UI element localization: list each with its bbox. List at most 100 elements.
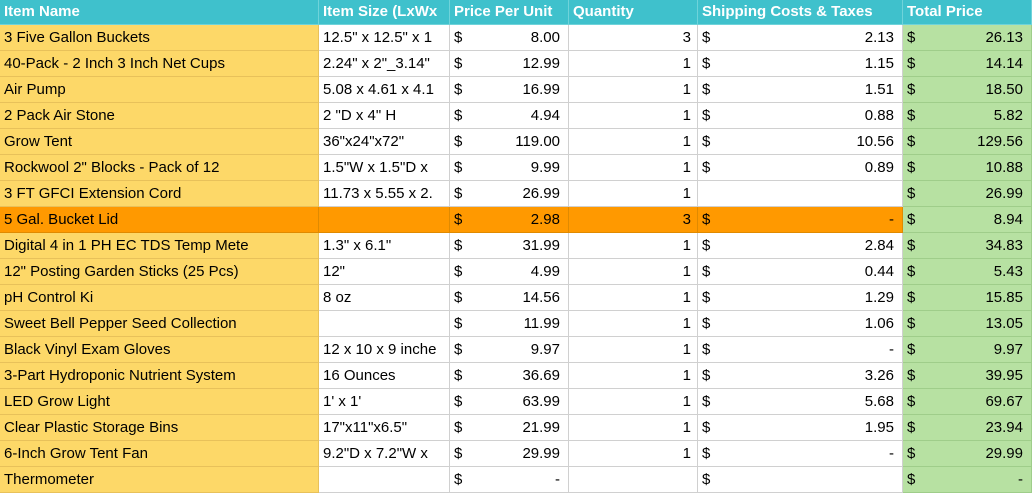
cell-shipping-taxes[interactable]: $1.29 (698, 285, 903, 311)
cell-shipping-taxes[interactable]: $5.68 (698, 389, 903, 415)
cell-shipping-taxes[interactable]: $0.44 (698, 259, 903, 285)
cell-total-price[interactable]: $34.83 (903, 233, 1032, 259)
cell-shipping-taxes[interactable]: $2.13 (698, 25, 903, 51)
cell-total-price[interactable]: $8.94 (903, 207, 1032, 233)
cell-total-price[interactable]: $26.13 (903, 25, 1032, 51)
cell-item-size[interactable] (319, 311, 450, 337)
cell-total-price[interactable]: $23.94 (903, 415, 1032, 441)
cell-price-per-unit[interactable]: $2.98 (450, 207, 569, 233)
cell-item-name[interactable]: Black Vinyl Exam Gloves (0, 337, 319, 363)
cell-shipping-taxes[interactable]: $0.89 (698, 155, 903, 181)
cell-price-per-unit[interactable]: $9.99 (450, 155, 569, 181)
cell-quantity[interactable] (569, 467, 698, 493)
cell-item-size[interactable]: 12 x 10 x 9 inche (319, 337, 450, 363)
cell-quantity[interactable]: 1 (569, 363, 698, 389)
cell-total-price[interactable]: $69.67 (903, 389, 1032, 415)
cell-quantity[interactable]: 1 (569, 415, 698, 441)
cell-item-size[interactable]: 8 oz (319, 285, 450, 311)
cell-shipping-taxes[interactable]: $ - (698, 441, 903, 467)
cell-shipping-taxes[interactable]: $0.88 (698, 103, 903, 129)
cell-item-size[interactable]: 12.5" x 12.5" x 1 (319, 25, 450, 51)
cell-shipping-taxes[interactable]: $ (698, 467, 903, 493)
cell-item-name[interactable]: 5 Gal. Bucket Lid (0, 207, 319, 233)
cell-quantity[interactable]: 1 (569, 77, 698, 103)
cell-shipping-taxes[interactable]: $3.26 (698, 363, 903, 389)
cell-item-name[interactable]: 2 Pack Air Stone (0, 103, 319, 129)
cell-shipping-taxes[interactable]: $ - (698, 337, 903, 363)
cell-total-price[interactable]: $14.14 (903, 51, 1032, 77)
cell-item-name[interactable]: Rockwool 2" Blocks - Pack of 12 (0, 155, 319, 181)
cell-total-price[interactable]: $5.43 (903, 259, 1032, 285)
cell-shipping-taxes[interactable]: $1.06 (698, 311, 903, 337)
cell-item-name[interactable]: 3 Five Gallon Buckets (0, 25, 319, 51)
cell-item-size[interactable]: 2.24" x 2"_3.14" (319, 51, 450, 77)
cell-item-name[interactable]: Sweet Bell Pepper Seed Collection (0, 311, 319, 337)
cell-item-name[interactable]: 6-Inch Grow Tent Fan (0, 441, 319, 467)
cell-item-name[interactable]: Thermometer (0, 467, 319, 493)
cell-quantity[interactable]: 1 (569, 155, 698, 181)
cell-item-size[interactable]: 36"x24"x72" (319, 129, 450, 155)
cell-item-size[interactable] (319, 207, 450, 233)
header-total-price[interactable]: Total Price (903, 0, 1032, 25)
cell-quantity[interactable]: 1 (569, 311, 698, 337)
cell-item-name[interactable]: 3 FT GFCI Extension Cord (0, 181, 319, 207)
cell-total-price[interactable]: $26.99 (903, 181, 1032, 207)
cell-shipping-taxes[interactable]: $1.95 (698, 415, 903, 441)
cell-total-price[interactable]: $13.05 (903, 311, 1032, 337)
cell-total-price[interactable]: $29.99 (903, 441, 1032, 467)
cell-quantity[interactable]: 1 (569, 259, 698, 285)
cell-item-size[interactable]: 11.73 x 5.55 x 2. (319, 181, 450, 207)
cell-quantity[interactable]: 1 (569, 337, 698, 363)
cell-total-price[interactable]: $9.97 (903, 337, 1032, 363)
cell-quantity[interactable]: 1 (569, 233, 698, 259)
cell-price-per-unit[interactable]: $8.00 (450, 25, 569, 51)
cell-price-per-unit[interactable]: $4.94 (450, 103, 569, 129)
cell-quantity[interactable]: 1 (569, 103, 698, 129)
cell-price-per-unit[interactable]: $31.99 (450, 233, 569, 259)
cell-shipping-taxes[interactable]: $10.56 (698, 129, 903, 155)
cell-item-name[interactable]: 3-Part Hydroponic Nutrient System (0, 363, 319, 389)
cell-price-per-unit[interactable]: $11.99 (450, 311, 569, 337)
cell-item-size[interactable]: 2 "D x 4" H (319, 103, 450, 129)
header-quantity[interactable]: Quantity (569, 0, 698, 25)
cell-item-size[interactable]: 12" (319, 259, 450, 285)
header-item-name[interactable]: Item Name (0, 0, 319, 25)
cell-item-size[interactable] (319, 467, 450, 493)
cell-quantity[interactable]: 3 (569, 25, 698, 51)
cell-price-per-unit[interactable]: $29.99 (450, 441, 569, 467)
cell-item-size[interactable]: 16 Ounces (319, 363, 450, 389)
cell-quantity[interactable]: 3 (569, 207, 698, 233)
cell-item-name[interactable]: pH Control Ki (0, 285, 319, 311)
cell-item-name[interactable]: 12" Posting Garden Sticks (25 Pcs) (0, 259, 319, 285)
cell-total-price[interactable]: $39.95 (903, 363, 1032, 389)
cell-quantity[interactable]: 1 (569, 285, 698, 311)
cell-price-per-unit[interactable]: $12.99 (450, 51, 569, 77)
cell-price-per-unit[interactable]: $36.69 (450, 363, 569, 389)
cell-item-size[interactable]: 1.3" x 6.1" (319, 233, 450, 259)
cell-shipping-taxes[interactable] (698, 181, 903, 207)
cell-item-name[interactable]: Grow Tent (0, 129, 319, 155)
cell-total-price[interactable]: $ - (903, 467, 1032, 493)
cell-price-per-unit[interactable]: $14.56 (450, 285, 569, 311)
cell-price-per-unit[interactable]: $9.97 (450, 337, 569, 363)
cell-quantity[interactable]: 1 (569, 181, 698, 207)
cell-item-name[interactable]: Clear Plastic Storage Bins (0, 415, 319, 441)
cell-total-price[interactable]: $18.50 (903, 77, 1032, 103)
cell-total-price[interactable]: $10.88 (903, 155, 1032, 181)
cell-item-size[interactable]: 1' x 1' (319, 389, 450, 415)
header-item-size[interactable]: Item Size (LxWx (319, 0, 450, 25)
cell-total-price[interactable]: $129.56 (903, 129, 1032, 155)
cell-price-per-unit[interactable]: $63.99 (450, 389, 569, 415)
cell-item-size[interactable]: 17"x11"x6.5" (319, 415, 450, 441)
cell-item-name[interactable]: Air Pump (0, 77, 319, 103)
cell-total-price[interactable]: $5.82 (903, 103, 1032, 129)
cell-shipping-taxes[interactable]: $1.51 (698, 77, 903, 103)
cell-quantity[interactable]: 1 (569, 389, 698, 415)
cell-shipping-taxes[interactable]: $2.84 (698, 233, 903, 259)
cell-quantity[interactable]: 1 (569, 129, 698, 155)
cell-price-per-unit[interactable]: $4.99 (450, 259, 569, 285)
cell-shipping-taxes[interactable]: $1.15 (698, 51, 903, 77)
cell-shipping-taxes[interactable]: $ - (698, 207, 903, 233)
header-price-per-unit[interactable]: Price Per Unit (450, 0, 569, 25)
cell-item-name[interactable]: 40-Pack - 2 Inch 3 Inch Net Cups (0, 51, 319, 77)
